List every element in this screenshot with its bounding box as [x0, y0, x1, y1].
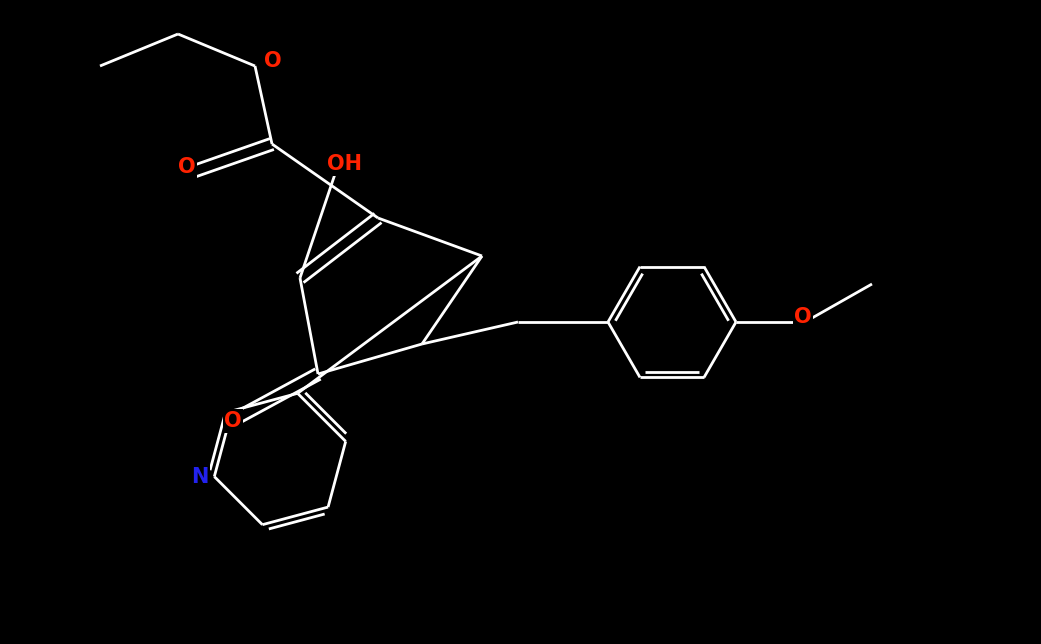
Text: O: O: [224, 411, 242, 431]
Text: O: O: [794, 307, 812, 327]
Text: N: N: [191, 467, 208, 487]
Text: O: O: [264, 51, 282, 71]
Text: O: O: [178, 157, 196, 177]
Text: OH: OH: [328, 154, 362, 174]
